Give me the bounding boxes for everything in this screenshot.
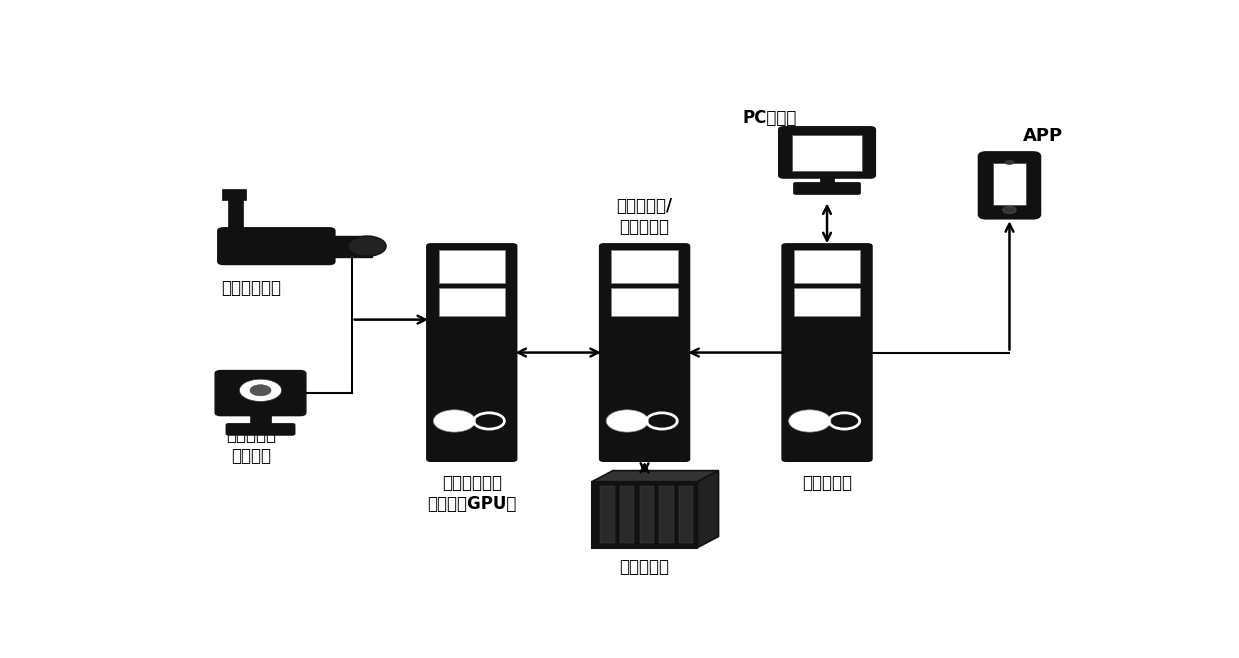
Bar bbox=[679, 486, 694, 543]
Text: PC工作台: PC工作台 bbox=[742, 109, 797, 127]
Polygon shape bbox=[698, 470, 719, 547]
Polygon shape bbox=[592, 470, 719, 482]
Bar bbox=[601, 486, 615, 543]
Bar bbox=[659, 486, 674, 543]
Bar bbox=[639, 486, 654, 543]
Bar bbox=[325, 236, 372, 257]
Circle shape bbox=[434, 410, 476, 432]
Text: 大数据存储: 大数据存储 bbox=[620, 558, 669, 576]
Bar bbox=[439, 250, 504, 283]
Bar bbox=[620, 486, 634, 543]
FancyBboxPatch shape bbox=[779, 127, 875, 178]
Polygon shape bbox=[228, 197, 243, 231]
Bar bbox=[794, 288, 860, 316]
Bar bbox=[793, 135, 861, 171]
Bar bbox=[820, 174, 834, 186]
Text: 大数据分析/
挖掘服务器: 大数据分析/ 挖掘服务器 bbox=[617, 197, 673, 236]
Circle shape bbox=[1005, 160, 1015, 165]
Bar bbox=[612, 250, 678, 283]
Circle shape bbox=[606, 410, 648, 432]
FancyBboxPatch shape bbox=[225, 423, 295, 436]
Bar bbox=[612, 288, 678, 316]
Circle shape bbox=[239, 379, 281, 401]
Circle shape bbox=[250, 385, 271, 396]
Text: 人脸人体抓
拍摄像机: 人脸人体抓 拍摄像机 bbox=[225, 426, 276, 465]
FancyBboxPatch shape bbox=[979, 152, 1041, 218]
Bar bbox=[794, 250, 860, 283]
Circle shape bbox=[1002, 207, 1016, 213]
Bar bbox=[439, 288, 504, 316]
Text: 人脸人体分析
服务器（GPU）: 人脸人体分析 服务器（GPU） bbox=[427, 474, 517, 513]
FancyBboxPatch shape bbox=[600, 244, 689, 461]
Bar bbox=[592, 482, 698, 547]
Circle shape bbox=[788, 410, 831, 432]
Bar bbox=[994, 163, 1026, 205]
FancyBboxPatch shape bbox=[218, 228, 335, 265]
FancyBboxPatch shape bbox=[793, 182, 861, 195]
Text: 业务服务器: 业务服务器 bbox=[802, 474, 852, 492]
Text: 视频流摄像机: 视频流摄像机 bbox=[221, 279, 281, 297]
FancyBboxPatch shape bbox=[427, 244, 517, 461]
FancyBboxPatch shape bbox=[782, 244, 872, 461]
Bar bbox=[222, 189, 245, 200]
Bar bbox=[250, 413, 271, 426]
FancyBboxPatch shape bbox=[216, 370, 306, 416]
Circle shape bbox=[348, 236, 387, 256]
Text: APP: APP bbox=[1023, 127, 1063, 145]
